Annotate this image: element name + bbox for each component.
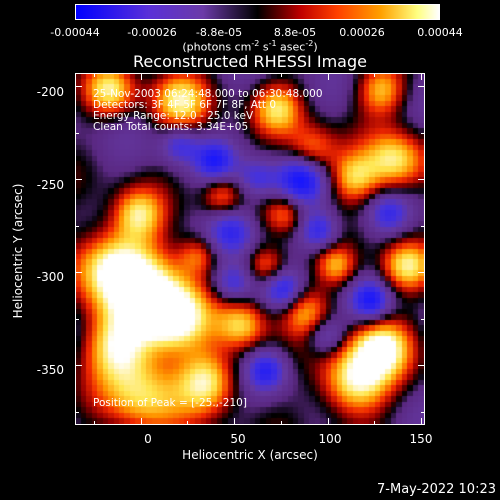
axis-tick bbox=[140, 418, 142, 425]
y-tick-label: -200 bbox=[36, 85, 64, 99]
x-axis-label: Heliocentric X (arcsec) bbox=[182, 448, 318, 462]
annotation-peak: Position of Peak = [-25.,-210] bbox=[93, 397, 247, 409]
annotation-method: Clean Total counts: 3.34E+05 bbox=[93, 121, 249, 133]
axis-tick bbox=[140, 73, 142, 80]
colorbar bbox=[75, 4, 440, 20]
axis-tick bbox=[75, 86, 82, 88]
axis-tick bbox=[418, 179, 425, 181]
axis-tick bbox=[75, 318, 79, 320]
colorbar-tick: 8.8e-05 bbox=[273, 26, 317, 39]
colorbar-units: (photons cm-2 s-1 asec-2) bbox=[182, 39, 318, 54]
axis-tick bbox=[421, 132, 425, 134]
axis-tick bbox=[421, 318, 425, 320]
axis-tick bbox=[421, 411, 425, 413]
y-axis-label: Heliocentric Y (arcsec) bbox=[11, 183, 25, 319]
x-tick-label: 0 bbox=[144, 432, 152, 446]
axis-tick bbox=[93, 73, 95, 77]
colorbar-tick: 0.00026 bbox=[339, 26, 385, 39]
colorbar-tick: 0.00044 bbox=[417, 26, 463, 39]
axis-tick bbox=[93, 421, 95, 425]
axis-tick bbox=[418, 272, 425, 274]
colorbar-tick: -0.00026 bbox=[127, 26, 177, 39]
axis-tick bbox=[280, 421, 282, 425]
axis-tick bbox=[75, 225, 79, 227]
annotation-detectors: Detectors: 3F 4F 5F 6F 7F 8F, Att 0 bbox=[93, 99, 277, 111]
y-tick-label: -300 bbox=[36, 270, 64, 284]
axis-tick bbox=[187, 73, 189, 77]
axis-tick bbox=[418, 365, 425, 367]
axis-tick bbox=[75, 272, 82, 274]
y-tick-label: -250 bbox=[36, 178, 64, 192]
heatmap-image bbox=[76, 74, 424, 424]
x-tick-label: 50 bbox=[230, 432, 246, 446]
x-tick-label: 100 bbox=[318, 432, 342, 446]
axis-tick bbox=[374, 73, 376, 77]
y-tick-label: -350 bbox=[36, 363, 64, 377]
axis-tick bbox=[75, 365, 82, 367]
colorbar-tick: -0.00044 bbox=[50, 26, 100, 39]
axis-tick bbox=[75, 411, 79, 413]
axis-tick bbox=[327, 73, 329, 80]
chart-title: Reconstructed RHESSI Image bbox=[133, 52, 367, 71]
annotation-time: 25-Nov-2003 06:24:48.000 to 06:30:48.000 bbox=[93, 88, 323, 100]
axis-tick bbox=[234, 418, 236, 425]
plot-frame bbox=[75, 73, 425, 425]
axis-tick bbox=[421, 73, 423, 80]
axis-tick bbox=[280, 73, 282, 77]
axis-tick bbox=[374, 421, 376, 425]
axis-tick bbox=[75, 179, 82, 181]
axis-tick bbox=[75, 132, 79, 134]
axis-tick bbox=[234, 73, 236, 80]
annotation-energy: Energy Range: 12.0 - 25.0 keV bbox=[93, 110, 254, 122]
axis-tick bbox=[421, 225, 425, 227]
axis-tick bbox=[327, 418, 329, 425]
colorbar-tick: -8.8e-05 bbox=[195, 26, 243, 39]
axis-tick bbox=[187, 421, 189, 425]
axis-tick bbox=[421, 418, 423, 425]
x-tick-label: 150 bbox=[409, 432, 433, 446]
plot-date: 7-May-2022 10:23 bbox=[377, 482, 496, 497]
axis-tick bbox=[418, 86, 425, 88]
